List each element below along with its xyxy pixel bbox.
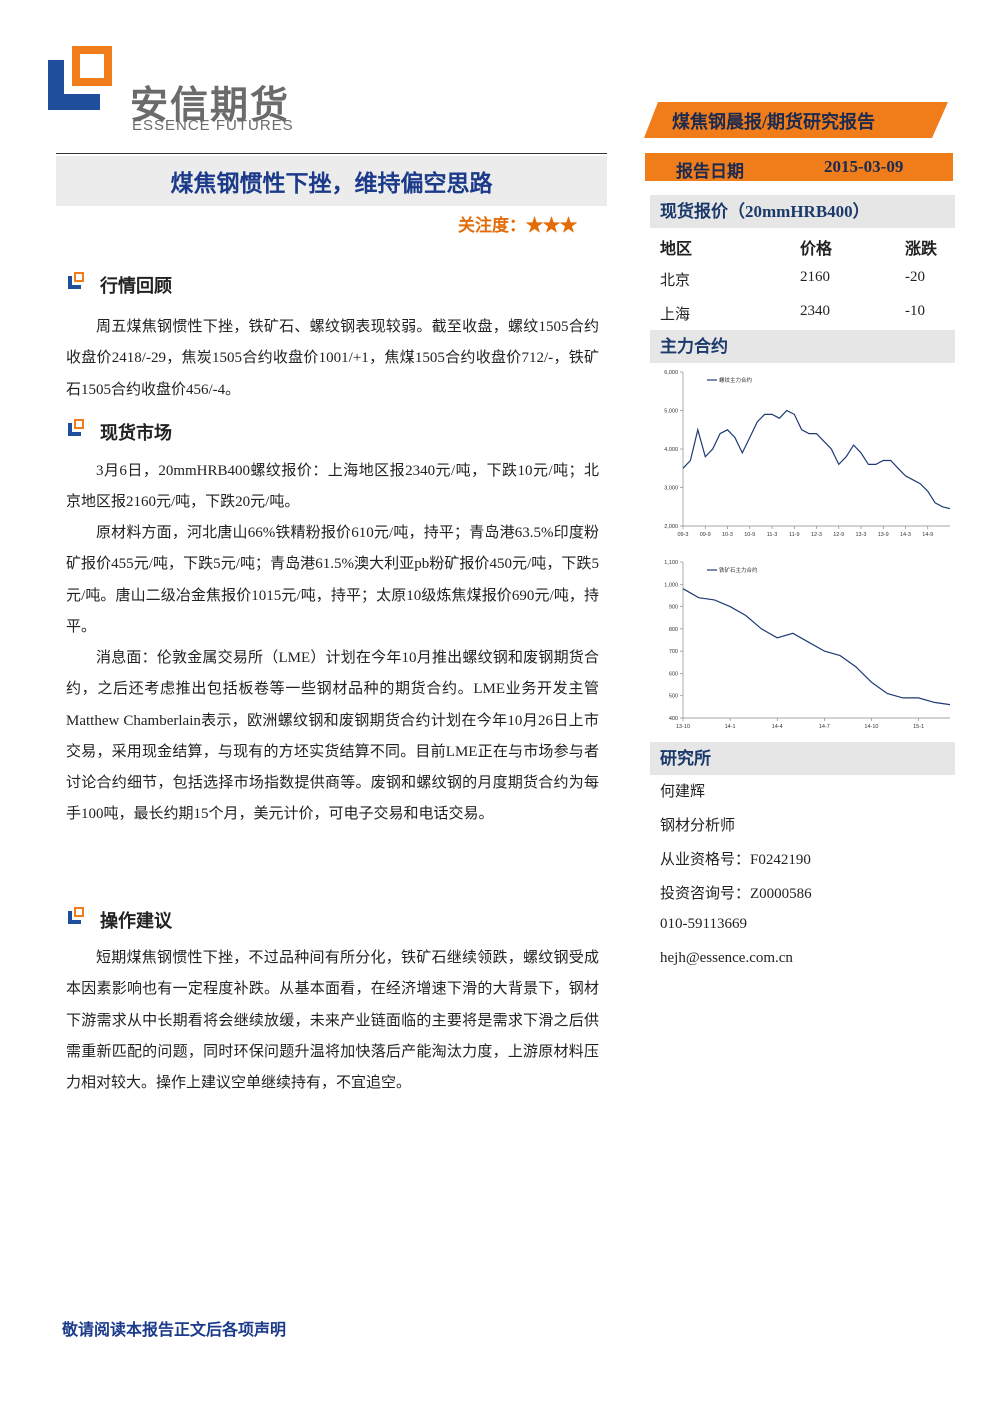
section-icon <box>68 907 84 924</box>
x-tick-label: 15-1 <box>913 724 924 730</box>
logo-name-en: ESSENCE FUTURES <box>132 117 294 134</box>
column-header: 涨跌 <box>905 241 938 258</box>
footer: 敬请阅读本报告正文后各项声明 <box>62 1322 287 1339</box>
x-tick-label: 11-3 <box>767 532 778 538</box>
x-tick-label: 14-3 <box>900 532 911 538</box>
x-tick-label: 13-9 <box>878 532 889 538</box>
research-line: hejh@essence.com.cn <box>660 950 793 966</box>
research-line: 010-59113669 <box>660 916 747 932</box>
research-header: 研究所 <box>650 742 955 775</box>
x-tick-label: 10-9 <box>744 532 755 538</box>
y-tick-label: 600 <box>669 671 678 677</box>
x-tick-label: 14-4 <box>772 724 783 730</box>
date-label: 报告日期 <box>676 162 744 181</box>
y-tick-label: 5,000 <box>664 409 678 415</box>
x-tick-label: 11-9 <box>789 532 800 538</box>
x-tick-label: 12-3 <box>811 532 822 538</box>
x-tick-label: 12-9 <box>833 532 844 538</box>
column-header: 价格 <box>800 241 833 258</box>
attention: 关注度：★★★ <box>458 211 577 236</box>
paragraph: 周五煤焦钢惯性下挫，铁矿石、螺纹钢表现较弱。截至收盘，螺纹1505合约收盘价24… <box>66 319 599 398</box>
x-tick-label: 14-1 <box>725 724 736 730</box>
research-line: 何建辉 <box>660 784 706 800</box>
rule <box>56 153 607 154</box>
paragraph: 消息面：伦敦金属交易所（LME）计划在今年10月推出螺纹钢和废钢期货合约，之后还… <box>66 650 599 823</box>
x-tick-label: 13-10 <box>676 724 690 730</box>
title: 煤焦钢惯性下挫，维持偏空思路 <box>170 171 493 196</box>
section-heading: 现货市场 <box>100 423 172 443</box>
series-line <box>682 588 951 706</box>
legend-label: 铁矿石主力合约 <box>719 566 758 574</box>
logo-name: 安信期货 <box>130 83 291 127</box>
contracts-title: 主力合约 <box>660 337 728 356</box>
x-tick-label: 14-10 <box>864 724 878 730</box>
y-tick-label: 800 <box>669 627 678 633</box>
x-tick-label: 14-7 <box>819 724 830 730</box>
attention-label: 关注度： <box>458 216 526 235</box>
cell: 2160 <box>800 269 830 285</box>
spot-title: 现货报价（20mmHRB400） <box>660 202 870 221</box>
contracts-header: 主力合约 <box>650 330 955 363</box>
chart: 400 500 600 700 800 900 1,000 1,100 13-10 14-1 14-… <box>664 560 951 730</box>
x-tick-label: 13-3 <box>855 532 866 538</box>
y-tick-label: 700 <box>669 649 678 655</box>
banner-shape <box>644 102 948 138</box>
section-heading: 行情回顾 <box>100 276 172 296</box>
y-tick-label: 6,000 <box>664 370 678 376</box>
y-tick-label: 4,000 <box>664 447 678 453</box>
research-line: 钢材分析师 <box>660 818 736 834</box>
paragraph: 3月6日，20mmHRB400螺纹报价：上海地区报2340元/吨，下跌10元/吨… <box>66 463 599 511</box>
banner: 煤焦钢晨报/期货研究报告 <box>672 112 875 132</box>
attention-stars: ★★★ <box>526 216 577 235</box>
series-line <box>682 409 951 510</box>
legend-label: 螺纹主力合约 <box>719 376 753 384</box>
date-value: 2015-03-09 <box>824 157 904 176</box>
spot-header: 现货报价（20mmHRB400） <box>650 195 955 228</box>
cell: -20 <box>905 269 925 285</box>
y-tick-label: 1,100 <box>664 560 678 566</box>
y-tick-label: 400 <box>669 716 678 722</box>
chart: 2,000 3,000 4,000 5,000 6,000 09-3 09-9 10-3 10-… <box>664 370 951 538</box>
paragraph: 短期煤焦钢惯性下挫，不过品种间有所分化，铁矿石继续领跌，螺纹钢受成本因素影响也有… <box>66 950 599 1092</box>
x-tick-label: 10-3 <box>722 532 733 538</box>
y-tick-label: 500 <box>669 694 678 700</box>
y-tick-label: 3,000 <box>664 486 678 492</box>
research-line: 从业资格号：F0242190 <box>660 852 811 868</box>
section-heading: 操作建议 <box>100 911 172 931</box>
cell: 2340 <box>800 303 830 319</box>
date-bar <box>645 153 953 181</box>
x-tick-label: 09-9 <box>700 532 711 538</box>
logo-icon <box>48 46 112 110</box>
research-line: 投资咨询号：Z0000586 <box>660 886 812 902</box>
section-icon <box>68 272 84 289</box>
section-icon <box>68 419 84 436</box>
y-tick-label: 1,000 <box>664 582 678 588</box>
x-tick-label: 14-9 <box>922 532 933 538</box>
cell: -10 <box>905 303 925 319</box>
column-header: 地区 <box>660 241 693 258</box>
research-title: 研究所 <box>660 749 711 768</box>
title-box <box>56 156 607 206</box>
y-tick-label: 2,000 <box>664 524 678 530</box>
x-tick-label: 09-3 <box>677 532 688 538</box>
paragraph: 原材料方面，河北唐山66%铁精粉报价610元/吨，持平；青岛港63.5%印度粉矿… <box>66 525 599 635</box>
y-tick-label: 900 <box>669 605 678 611</box>
cell: 上海 <box>660 307 691 323</box>
cell: 北京 <box>660 273 691 289</box>
